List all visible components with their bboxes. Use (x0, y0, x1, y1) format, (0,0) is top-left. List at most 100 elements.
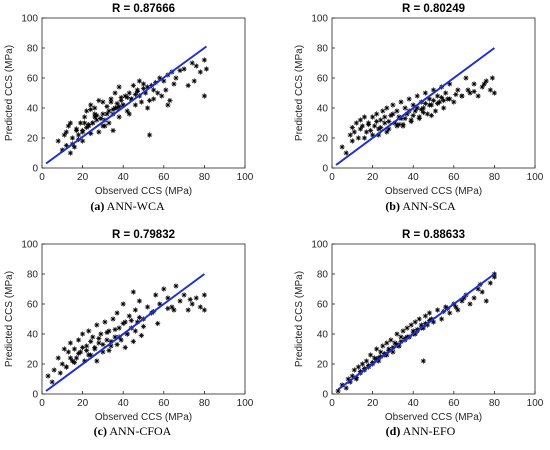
data-point-d-58 (487, 280, 493, 286)
data-point-b-24 (392, 120, 398, 126)
data-point-a-51 (151, 96, 157, 102)
caption-letter-a: (a) (90, 199, 105, 213)
data-point-a-80 (106, 108, 112, 114)
data-point-c-83 (106, 347, 112, 354)
data-point-b-19 (382, 120, 388, 126)
data-point-b-88 (361, 135, 368, 141)
x-tick-label-c-4: 80 (199, 398, 211, 409)
data-point-b-18 (380, 108, 386, 114)
data-point-b-68 (382, 114, 388, 120)
data-point-b-43 (430, 87, 437, 93)
data-point-d-59 (491, 274, 497, 280)
data-point-b-15 (374, 111, 380, 117)
data-point-b-21 (386, 126, 392, 132)
data-point-b-72 (414, 105, 420, 111)
data-point-d-61 (357, 368, 364, 375)
data-point-d-48 (447, 310, 453, 316)
data-point-b-39 (422, 90, 428, 96)
data-point-a-87 (98, 115, 104, 122)
data-point-b-12 (367, 127, 374, 134)
data-point-c-89 (71, 359, 78, 366)
data-point-d-36 (412, 319, 418, 325)
data-point-b-30 (404, 111, 410, 117)
x-tick-label-c-5: 100 (237, 398, 254, 409)
data-point-a-64 (181, 66, 187, 72)
data-point-c-75 (112, 326, 118, 333)
data-point-d-86 (461, 295, 467, 301)
x-axis-label-a: Observed CCS (MPa) (95, 186, 192, 197)
data-point-a-27 (108, 96, 114, 102)
data-point-c-20 (90, 334, 96, 340)
data-point-b-58 (475, 93, 481, 99)
data-point-b-69 (390, 111, 396, 117)
data-point-c-15 (80, 331, 86, 337)
y-tick-label-b-4: 80 (317, 44, 329, 55)
data-point-a-47 (142, 90, 149, 96)
chart-title-a: R = 0.87666 (112, 3, 175, 15)
data-point-c-66 (108, 338, 114, 345)
data-point-b-16 (376, 132, 382, 138)
data-point-a-15 (88, 102, 94, 108)
data-point-a-79 (100, 111, 106, 117)
data-point-a-46 (140, 81, 147, 87)
data-point-a-71 (201, 93, 207, 99)
data-point-d-70 (370, 359, 376, 366)
data-point-c-1 (49, 379, 55, 385)
x-tick-label-d-2: 40 (408, 398, 420, 409)
data-point-b-62 (489, 75, 495, 81)
data-point-c-33 (116, 325, 122, 331)
data-point-d-34 (408, 322, 414, 328)
y-tick-label-b-3: 60 (317, 74, 329, 85)
data-point-c-81 (63, 364, 69, 370)
fit-line-b (335, 47, 495, 166)
data-point-a-88 (104, 111, 110, 117)
data-point-c-87 (171, 307, 177, 313)
data-point-a-41 (132, 102, 138, 108)
data-point-c-40 (130, 289, 136, 295)
data-point-c-88 (187, 296, 193, 303)
y-tick-label-c-4: 80 (27, 270, 39, 281)
data-point-d-62 (365, 362, 372, 369)
data-point-b-73 (422, 100, 428, 107)
data-point-b-78 (386, 118, 392, 125)
chart-title-d: R = 0.88633 (402, 229, 465, 241)
data-point-b-76 (370, 132, 376, 138)
data-point-a-67 (191, 78, 197, 84)
y-axis-label-b: Predicted CCS (MPa) (294, 45, 305, 141)
panel-b: 0 20 40 60 80 100 0 20 40 60 80 100 R = 0.80249 Obser… (275, 0, 550, 224)
data-point-b-55 (463, 75, 469, 81)
data-point-b-93 (441, 97, 447, 104)
y-tick-label-b-1: 20 (317, 134, 329, 145)
x-tick-label-d-3: 60 (448, 398, 460, 409)
panel-c: 0 20 40 60 80 100 0 20 40 60 80 100 R = 0.79832 Obser… (0, 226, 275, 450)
x-tick-label-b-5: 100 (527, 172, 544, 183)
data-point-a-30 (112, 90, 118, 96)
data-point-b-70 (398, 115, 404, 122)
x-tick-label-b-3: 60 (448, 172, 460, 183)
data-point-d-66 (398, 338, 404, 345)
data-point-c-24 (98, 331, 104, 337)
data-point-d-45 (434, 307, 441, 313)
y-axis-label-d: Predicted CCS (MPa) (294, 271, 305, 367)
data-point-c-3 (55, 355, 61, 361)
data-point-d-65 (390, 344, 396, 351)
data-point-a-38 (126, 90, 132, 96)
caption-letter-d: (d) (385, 424, 401, 438)
data-point-c-9 (67, 340, 74, 346)
data-point-a-5 (67, 150, 74, 156)
data-point-a-89 (110, 106, 116, 113)
data-point-b-34 (412, 108, 418, 114)
data-point-a-7 (71, 144, 78, 150)
data-point-c-32 (114, 310, 120, 316)
data-point-b-74 (430, 97, 437, 104)
data-point-d-44 (430, 319, 437, 325)
data-point-a-82 (120, 102, 126, 108)
data-point-b-85 (447, 96, 453, 102)
data-point-b-61 (487, 87, 493, 93)
data-point-a-13 (84, 108, 90, 114)
data-point-a-3 (63, 142, 69, 149)
data-point-b-1 (343, 150, 349, 156)
data-point-c-47 (153, 292, 159, 298)
data-point-a-32 (116, 84, 122, 90)
data-point-a-76 (84, 124, 90, 131)
